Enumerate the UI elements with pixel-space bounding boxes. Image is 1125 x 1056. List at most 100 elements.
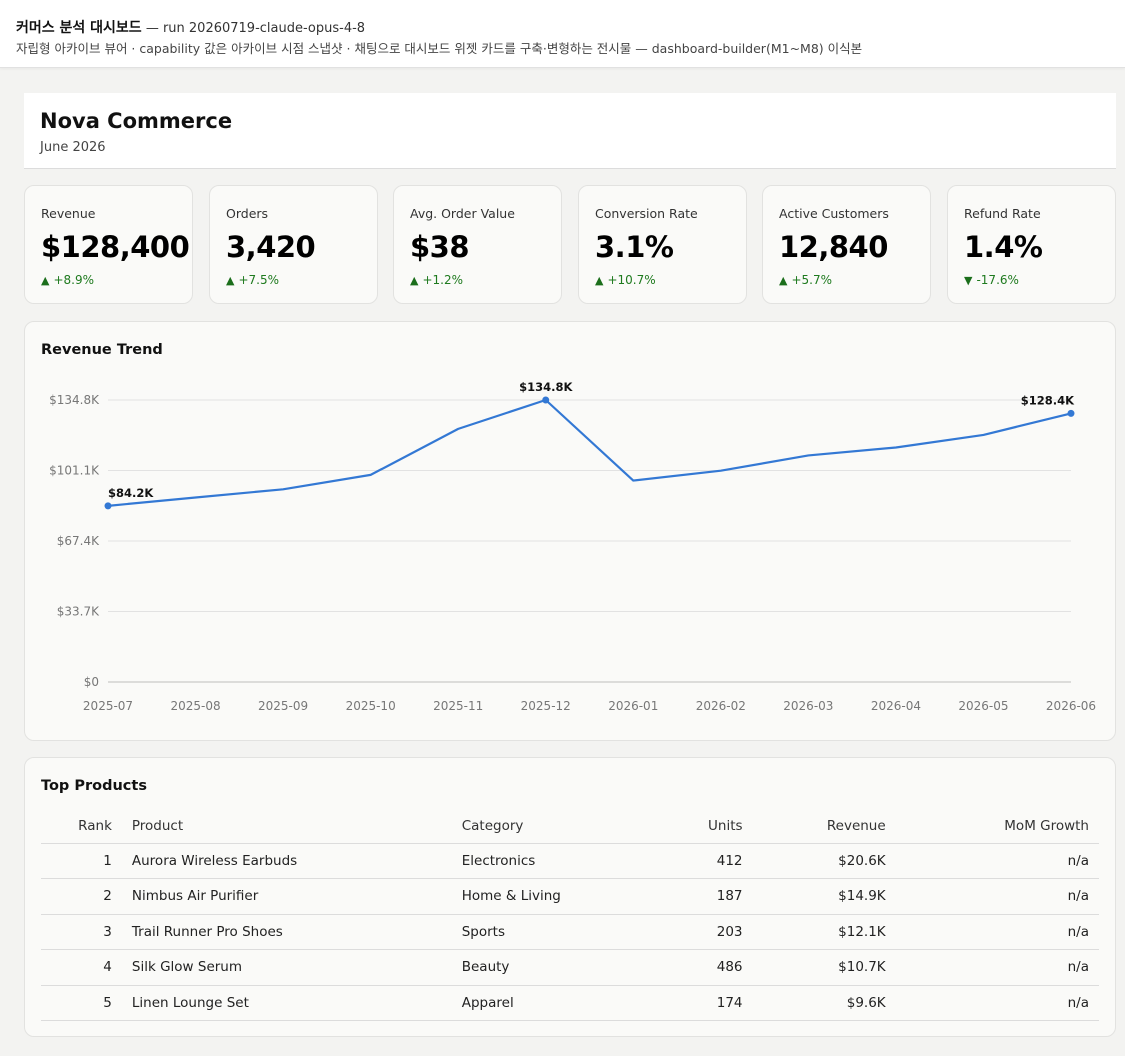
kpi-value: 3.1% [595,230,674,264]
column-header[interactable]: Revenue [752,810,896,844]
column-header[interactable]: Rank [41,810,122,844]
x-tick-label: 2025-10 [346,699,396,713]
x-tick-label: 2025-09 [258,699,308,713]
run-id: — run 20260719-claude-opus-4-8 [145,21,366,36]
table-cell: 187 [638,878,753,915]
table-cell: Nimbus Air Purifier [121,878,452,915]
table-cell: Sports [451,914,639,950]
triangle-up-icon: ▲ [595,274,604,287]
triangle-up-icon: ▲ [41,274,50,287]
triangle-up-icon: ▲ [410,274,419,287]
revenue-trend-card[interactable]: Revenue Trend $0 $33.7K $67.4K $101.1K $134.… [24,321,1116,741]
data-label: $84.2K [108,486,154,500]
table-cell: Beauty [451,949,639,986]
kpi-card[interactable]: Conversion Rate 3.1% ▲ +10.7% [578,185,747,304]
x-tick-label: 2025-11 [433,699,483,713]
table-cell: Trail Runner Pro Shoes [121,914,452,950]
table-cell: Linen Lounge Set [121,985,452,1021]
data-point [104,502,112,510]
kpi-delta-value: +1.2% [422,273,464,287]
kpi-value: 1.4% [964,230,1043,264]
kpi-label: Revenue [41,206,96,221]
table-cell: 203 [638,914,753,950]
table-row[interactable]: 4 Silk Glow Serum Beauty 486 $10.7K n/a [41,949,1099,986]
app-description: 자립형 아카이브 뷰어 · capability 값은 아카이브 시점 스냅샷 … [16,41,863,56]
table-cell: 174 [638,985,753,1021]
column-header[interactable]: Category [451,810,639,844]
table-cell: 5 [41,985,122,1021]
top-products-table: Rank Product Category Units Revenue MoM Growt… [41,810,1099,1021]
table-header-row: Rank Product Category Units Revenue MoM Growt… [41,810,1099,844]
kpi-label: Conversion Rate [595,206,698,221]
table-cell: Home & Living [451,878,639,915]
kpi-card[interactable]: Orders 3,420 ▲ +7.5% [209,185,378,304]
x-tick-label: 2025-12 [521,699,571,713]
revenue-trend-title: Revenue Trend [41,342,163,358]
table-row[interactable]: 3 Trail Runner Pro Shoes Sports 203 $12.1K n/… [41,914,1099,950]
kpi-delta: ▼ -17.6% [964,273,1019,287]
kpi-delta: ▲ +10.7% [595,273,656,287]
table-cell: $10.7K [752,949,896,986]
table-cell: Silk Glow Serum [121,949,452,986]
table-cell: n/a [895,843,1099,879]
data-point [1067,409,1075,417]
table-cell: $12.1K [752,914,896,950]
triangle-up-icon: ▲ [779,274,788,287]
table-row[interactable]: 2 Nimbus Air Purifier Home & Living 187 $14.… [41,878,1099,915]
y-tick-label: $134.8K [49,393,100,407]
x-tick-label: 2026-05 [958,699,1008,713]
table-cell: 2 [41,878,122,915]
table-cell: 412 [638,843,753,879]
revenue-trend-chart: $0 $33.7K $67.4K $101.1K $134.8K 2025-07 2025-… [49,380,1096,713]
kpi-delta: ▲ +8.9% [41,273,94,287]
table-cell: 4 [41,949,122,986]
x-tick-label: 2026-04 [871,699,921,713]
app-title: 커머스 분석 대시보드 [16,20,142,36]
column-header[interactable]: Product [121,810,452,844]
kpi-card[interactable]: Active Customers 12,840 ▲ +5.7% [762,185,931,304]
kpi-card[interactable]: Avg. Order Value $38 ▲ +1.2% [393,185,562,304]
table-cell: Electronics [451,843,639,879]
table-row[interactable]: 1 Aurora Wireless Earbuds Electronics 412 $2… [41,843,1099,879]
x-tick-label: 2025-07 [83,699,133,713]
data-point [542,396,550,404]
table-cell: 3 [41,914,122,950]
top-products-title: Top Products [41,778,147,794]
triangle-up-icon: ▲ [226,274,235,287]
app-title-line: 커머스 분석 대시보드 — run 20260719-claude-opus-4… [16,17,365,37]
table-cell: Aurora Wireless Earbuds [121,843,452,879]
table-cell: n/a [895,985,1099,1021]
data-label: $128.4K [1021,393,1075,407]
column-header[interactable]: Units [638,810,753,844]
kpi-value: $128,400 [41,230,190,264]
kpi-label: Avg. Order Value [410,206,515,221]
table-cell: Apparel [451,985,639,1021]
x-tick-label: 2026-06 [1046,699,1096,713]
column-header[interactable]: MoM Growth [895,810,1099,844]
table-cell: n/a [895,878,1099,915]
triangle-down-icon: ▼ [964,274,973,287]
x-tick-label: 2026-02 [696,699,746,713]
y-tick-label: $101.1K [49,464,100,478]
top-products-card[interactable]: Top Products Rank Product Category Units Rev… [24,757,1116,1037]
kpi-delta: ▲ +7.5% [226,273,279,287]
kpi-value: $38 [410,230,470,264]
company-name: Nova Commerce [40,109,233,133]
y-tick-label: $0 [84,675,99,689]
kpi-card[interactable]: Refund Rate 1.4% ▼ -17.6% [947,185,1116,304]
kpi-label: Refund Rate [964,206,1041,221]
kpi-card[interactable]: Revenue $128,400 ▲ +8.9% [24,185,193,304]
y-tick-label: $33.7K [57,605,100,619]
kpi-delta-value: +8.9% [53,273,95,287]
revenue-series-line [107,398,1072,507]
kpi-delta: ▲ +5.7% [779,273,832,287]
kpi-delta-value: +10.7% [607,273,656,287]
table-cell: n/a [895,914,1099,950]
table-row[interactable]: 5 Linen Lounge Set Apparel 174 $9.6K n/a [41,985,1099,1021]
kpi-value: 3,420 [226,230,316,264]
kpi-delta-value: +5.7% [791,273,833,287]
y-tick-label: $67.4K [57,534,100,548]
x-tick-label: 2025-08 [170,699,220,713]
table-cell: n/a [895,949,1099,986]
x-tick-label: 2026-01 [608,699,658,713]
